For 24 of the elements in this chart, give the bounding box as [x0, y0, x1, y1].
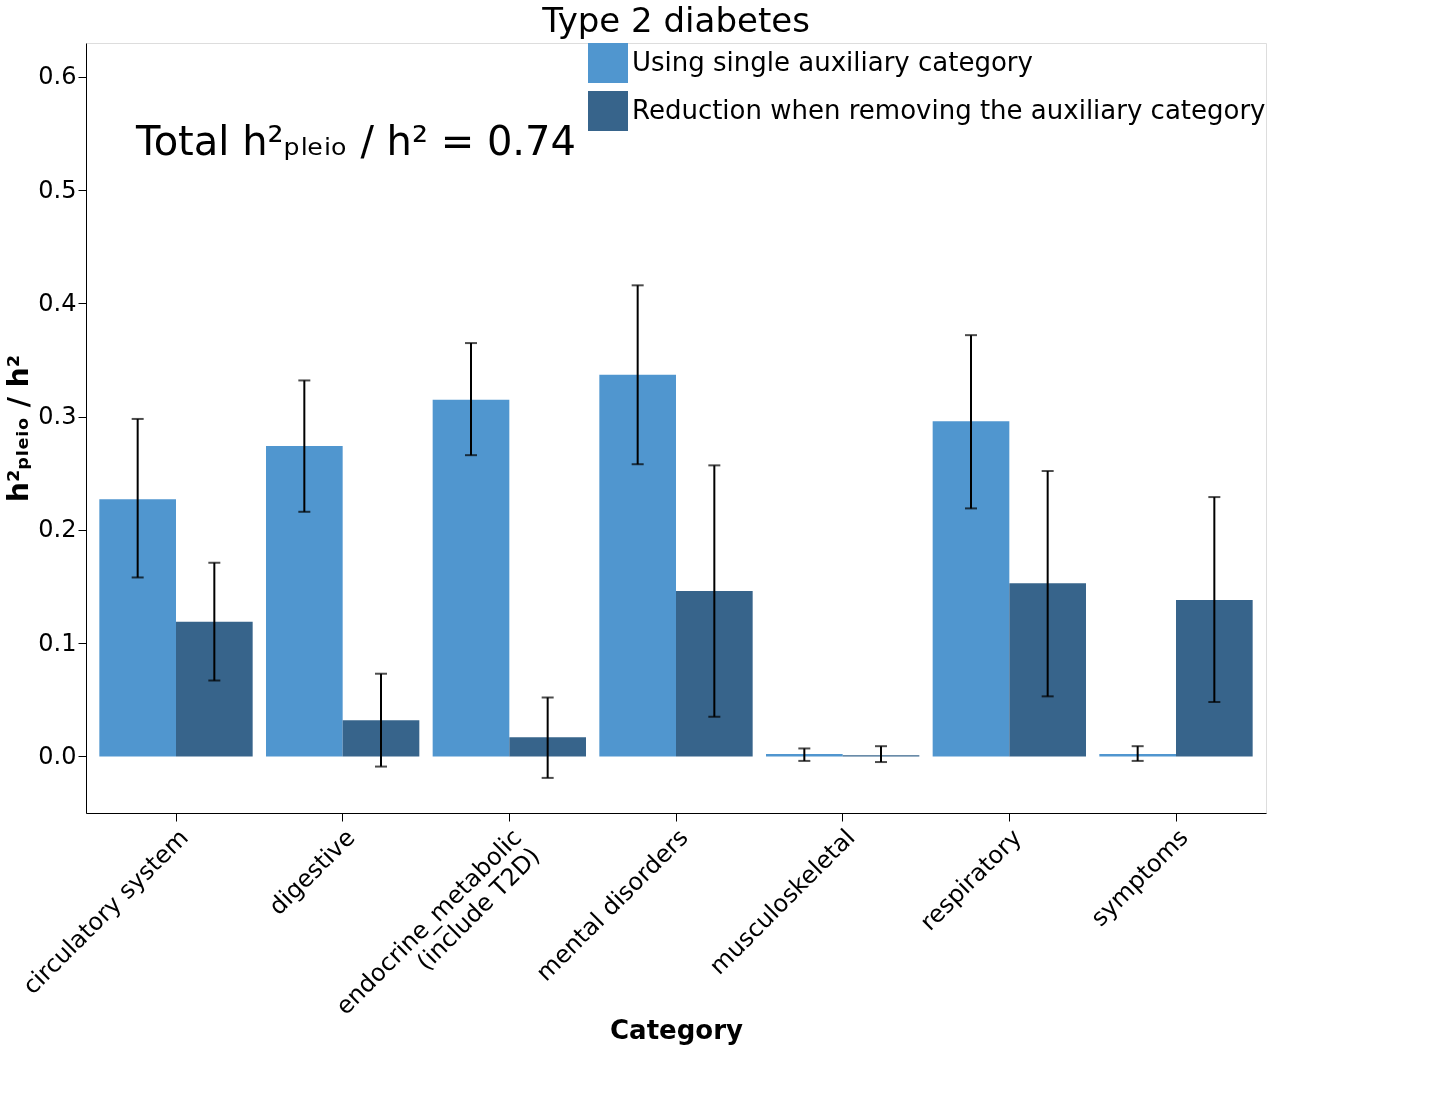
chart-title: Type 2 diabetes — [541, 0, 810, 40]
y-tick-label: 0.6 — [38, 62, 77, 91]
bar — [266, 446, 343, 757]
bar — [342, 720, 420, 757]
y-tick-label: 0.1 — [38, 628, 77, 657]
x-axis-title: Category — [610, 1014, 744, 1045]
bar — [432, 399, 510, 757]
y-axis-title: h²ₚₗₑᵢₒ / h² — [2, 355, 36, 502]
bar — [676, 591, 753, 757]
legend-label: Using single auxiliary category — [632, 47, 1033, 77]
bar — [509, 737, 586, 757]
legend-label: Reduction when removing the auxiliary category — [632, 95, 1266, 125]
annotation: Total h²ₚₗₑᵢₒ / h² = 0.74 — [135, 118, 576, 164]
bar — [99, 499, 176, 757]
y-tick-label: 0.4 — [38, 288, 77, 317]
y-tick-label: 0.0 — [38, 741, 77, 770]
bar — [599, 374, 676, 757]
y-tick-label: 0.3 — [38, 402, 77, 431]
bar — [1009, 583, 1086, 757]
y-tick-label: 0.5 — [38, 175, 77, 204]
bar — [1176, 600, 1253, 757]
bar — [176, 621, 253, 757]
bar — [932, 421, 1010, 757]
y-tick-label: 0.2 — [38, 515, 77, 544]
